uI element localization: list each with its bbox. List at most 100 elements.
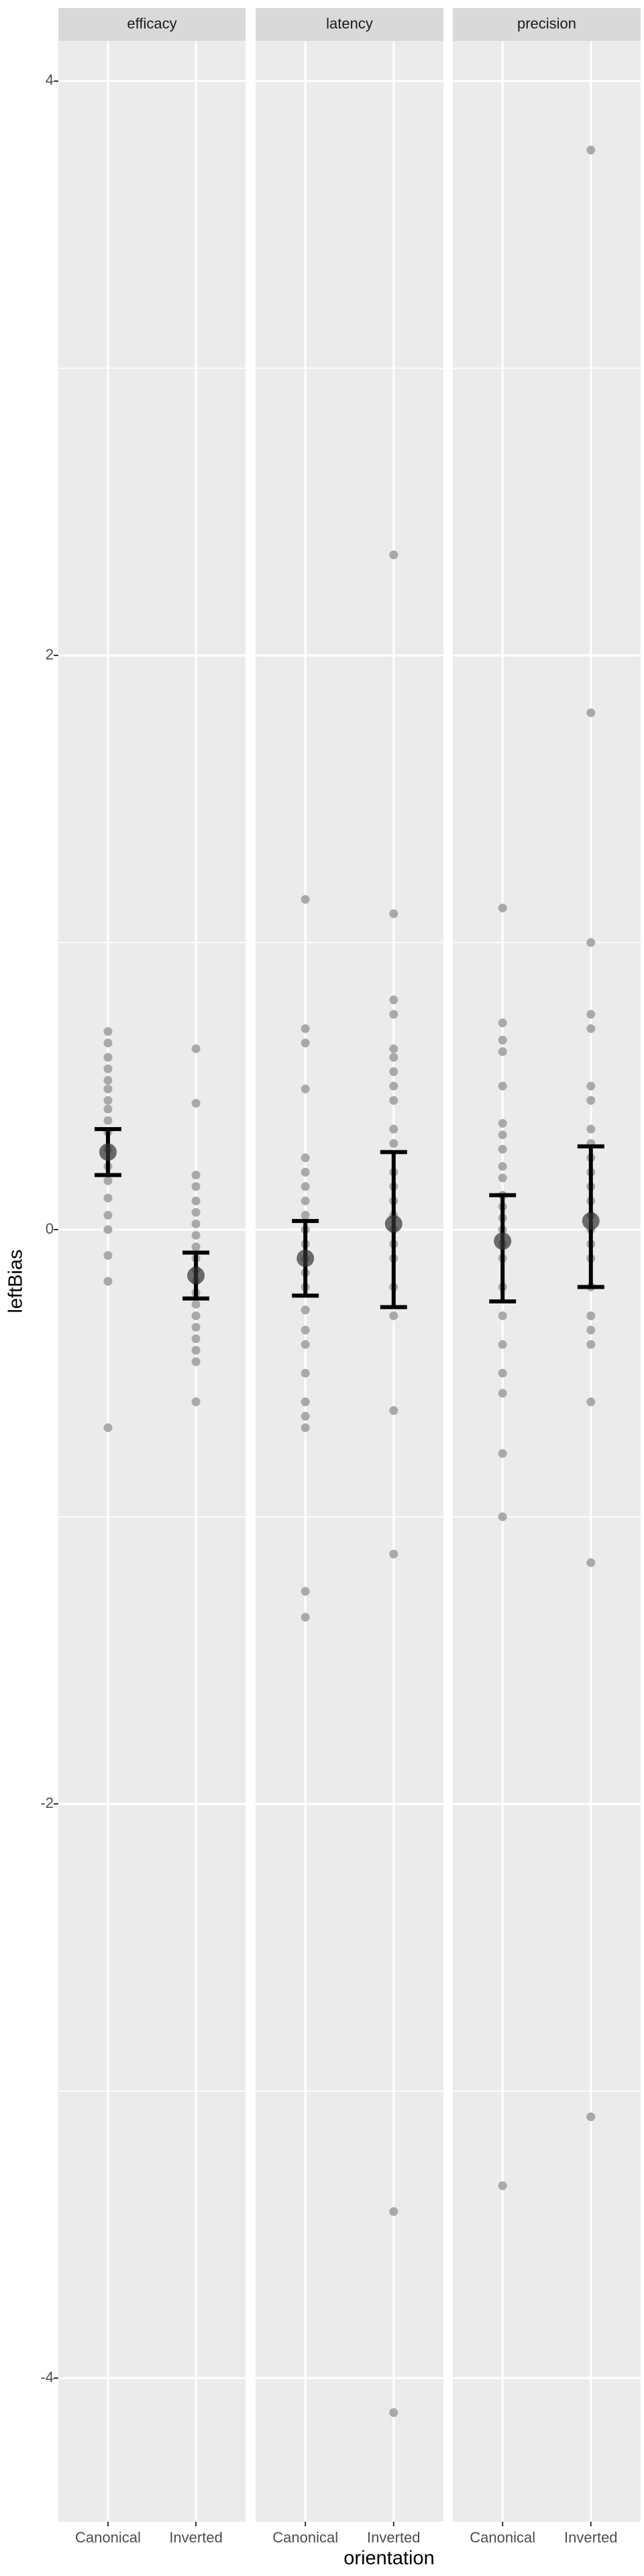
data-point [191,1196,201,1205]
data-point [103,1064,113,1073]
data-point [389,1311,398,1320]
data-point [586,1124,596,1134]
mean-point [99,1143,117,1161]
data-point [301,1196,310,1205]
x-tick-label: Canonical [272,2529,338,2546]
strip [256,8,443,41]
data-point [191,1182,201,1191]
data-point [191,1346,201,1355]
mean-point [494,1232,512,1250]
data-point [498,1162,507,1171]
data-point [103,1211,113,1220]
data-point [498,1311,507,1320]
data-point [586,1311,596,1320]
data-point [103,1095,113,1105]
data-point [103,1104,113,1114]
data-point [301,1182,310,1191]
strip-label: precision [517,15,576,32]
data-point [498,2181,507,2190]
data-point [586,146,596,155]
data-point [498,1449,507,1458]
data-point [586,1558,596,1567]
data-point [498,1512,507,1521]
data-point [498,1119,507,1128]
data-point [191,1231,201,1240]
x-tick-label: Canonical [470,2529,535,2546]
data-point [103,1053,113,1062]
data-point [586,1081,596,1091]
data-point [301,1411,310,1421]
y-tick-label: -2 [40,1794,54,1811]
data-point [301,1153,310,1163]
data-point [103,1423,113,1432]
data-point [103,1193,113,1203]
data-point [301,1326,310,1335]
data-point [498,1018,507,1028]
data-point [301,1397,310,1407]
data-point [498,1035,507,1044]
data-point [103,1116,113,1125]
data-point [191,1322,201,1332]
data-point [191,1099,201,1108]
data-point [498,1130,507,1140]
data-point [103,1027,113,1036]
data-point [191,1208,201,1217]
mean-point [297,1249,315,1267]
x-tick-label: Inverted [169,2529,223,2546]
data-point [103,1084,113,1093]
data-point [301,1423,310,1432]
data-point [498,1368,507,1378]
x-tick-label: Canonical [75,2529,141,2546]
data-point [586,938,596,947]
data-point [191,1334,201,1344]
data-point [586,1340,596,1349]
strip [453,8,641,41]
data-point [498,1173,507,1183]
y-tick-label: 2 [46,646,54,663]
panel [58,41,246,2522]
data-point [498,1389,507,1398]
data-point [586,1010,596,1019]
mean-point [582,1212,600,1230]
data-point [301,1340,310,1349]
data-point [498,1144,507,1154]
x-tick-label: Inverted [367,2529,421,2546]
x-axis-title: orientation [343,2548,434,2569]
data-point [586,1024,596,1033]
y-tick-label: 4 [46,72,54,89]
data-point [389,1406,398,1415]
data-point [389,996,398,1005]
data-point [389,1010,398,1019]
data-point [191,1242,201,1252]
mean-point [187,1267,205,1285]
data-point [389,909,398,918]
data-point [301,1211,310,1220]
x-tick-label: Inverted [564,2529,618,2546]
data-point [389,1044,398,1053]
data-point [103,1225,113,1234]
data-point [586,1326,596,1335]
data-point [389,1550,398,1559]
data-point [191,1311,201,1320]
data-point [191,1299,201,1309]
data-point [191,1219,201,1228]
panel [453,41,641,2522]
data-point [301,1613,310,1622]
data-point [586,708,596,718]
data-point [389,1053,398,1062]
data-point [586,1095,596,1105]
panel [256,41,443,2522]
data-point [301,1368,310,1378]
data-point [498,1081,507,1091]
mean-point [384,1215,402,1233]
data-point [586,2112,596,2122]
data-point [498,1340,507,1349]
data-point [389,550,398,559]
data-point [301,1305,310,1315]
data-point [389,1124,398,1134]
data-point [191,1357,201,1366]
data-point [498,1047,507,1057]
data-point [389,1095,398,1105]
data-point [301,1024,310,1033]
data-point [103,1176,113,1185]
